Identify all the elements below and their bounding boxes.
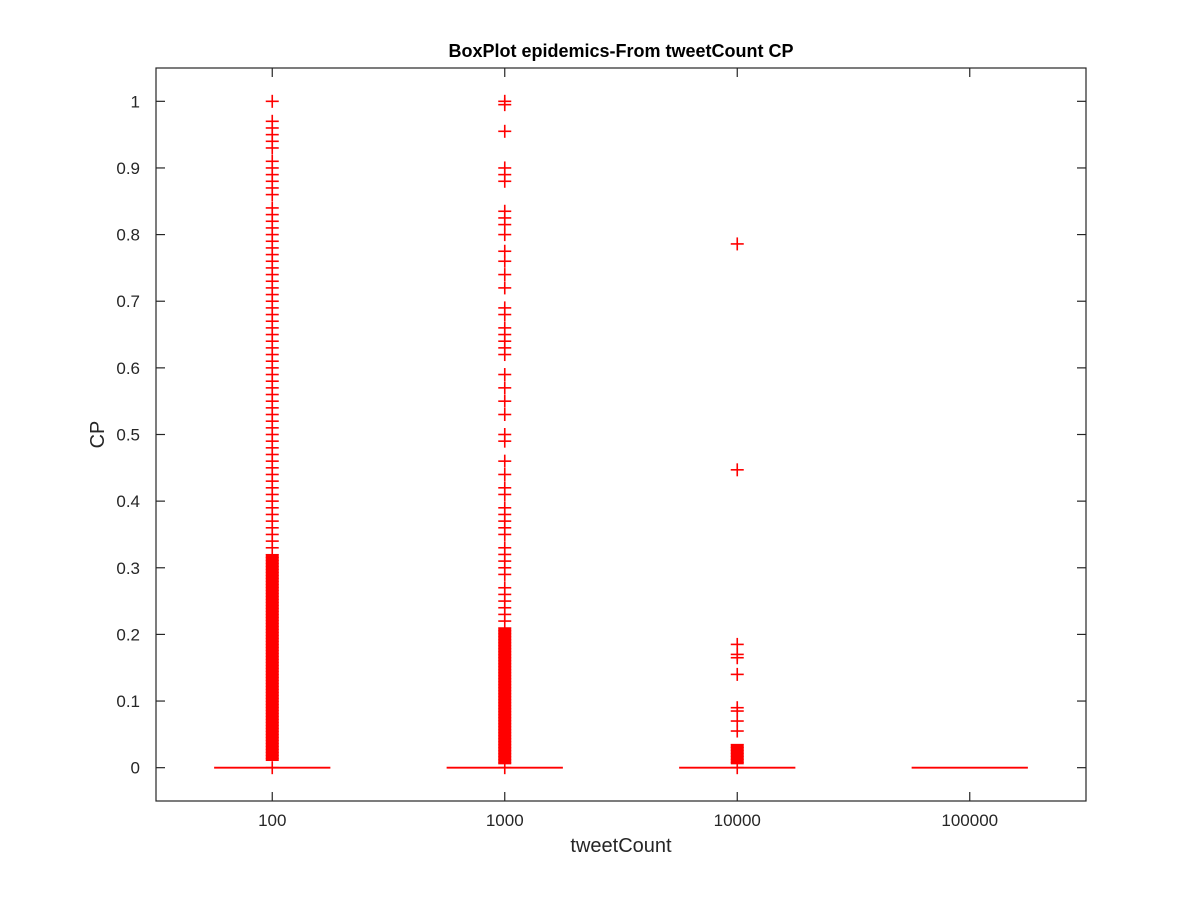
y-tick-label: 0.2 (116, 625, 140, 644)
y-tick-label: 0.8 (116, 226, 140, 245)
outlier-point (730, 237, 744, 251)
y-tick-label: 0.6 (116, 359, 140, 378)
outlier-point (498, 408, 512, 422)
outlier-point (498, 244, 512, 258)
dense-outlier-band (498, 627, 512, 765)
outlier-point (498, 124, 512, 138)
dense-outlier-band (265, 554, 279, 762)
x-axis-label: tweetCount (570, 835, 672, 857)
y-tick-label: 0.7 (116, 292, 140, 311)
axes-box (155, 67, 1087, 802)
outlier-point (498, 481, 512, 495)
outlier-point (498, 394, 512, 408)
y-tick-label: 0.1 (116, 692, 140, 711)
outlier-point (498, 501, 512, 515)
outlier-point (265, 154, 279, 168)
y-axis-ticks: 0 0.1 0.2 0.3 0.4 0.5 0.6 0.7 0.8 0.9 1 (116, 92, 1086, 778)
outlier-point (730, 667, 744, 681)
x-axis-ticks: 100 1000 10000 100000 (258, 68, 998, 830)
outlier-point (498, 467, 512, 481)
outlier-point (730, 463, 744, 477)
outlier-point (730, 637, 744, 651)
outlier-point (265, 94, 279, 108)
chart-title: BoxPlot epidemics-From tweetCount CP (448, 41, 793, 61)
outlier-point (265, 114, 279, 128)
outlier-point (498, 281, 512, 295)
outlier-point (498, 761, 512, 775)
y-axis-label: CP (87, 421, 109, 449)
outlier-point (498, 161, 512, 175)
outlier-point (498, 268, 512, 282)
outlier-point (498, 321, 512, 335)
outlier-point (498, 454, 512, 468)
y-tick-label: 1 (131, 92, 140, 111)
outlier-point (730, 761, 744, 775)
y-tick-label: 0.9 (116, 159, 140, 178)
outlier-point (498, 301, 512, 315)
outlier-point (498, 581, 512, 595)
x-tick-label: 10000 (714, 811, 761, 830)
outlier-point (498, 368, 512, 382)
outlier-point (498, 428, 512, 441)
x-tick-label: 100000 (941, 811, 998, 830)
y-tick-label: 0.5 (116, 426, 140, 445)
x-tick-label: 1000 (486, 811, 524, 830)
outlier-point (498, 381, 512, 395)
y-tick-label: 0 (131, 759, 140, 778)
outlier-point (498, 204, 512, 218)
outlier-point (265, 201, 279, 215)
outlier-point (730, 701, 744, 715)
outlier-point (265, 761, 279, 775)
outlier-point (498, 94, 512, 108)
outlier-point (498, 541, 512, 555)
y-tick-label: 0.3 (116, 559, 140, 578)
box-100 (214, 94, 331, 775)
x-tick-label: 100 (258, 811, 286, 830)
box-10000 (679, 237, 796, 775)
plot-content (214, 94, 1028, 775)
y-tick-label: 0.4 (116, 492, 140, 511)
box-1000 (446, 94, 563, 775)
